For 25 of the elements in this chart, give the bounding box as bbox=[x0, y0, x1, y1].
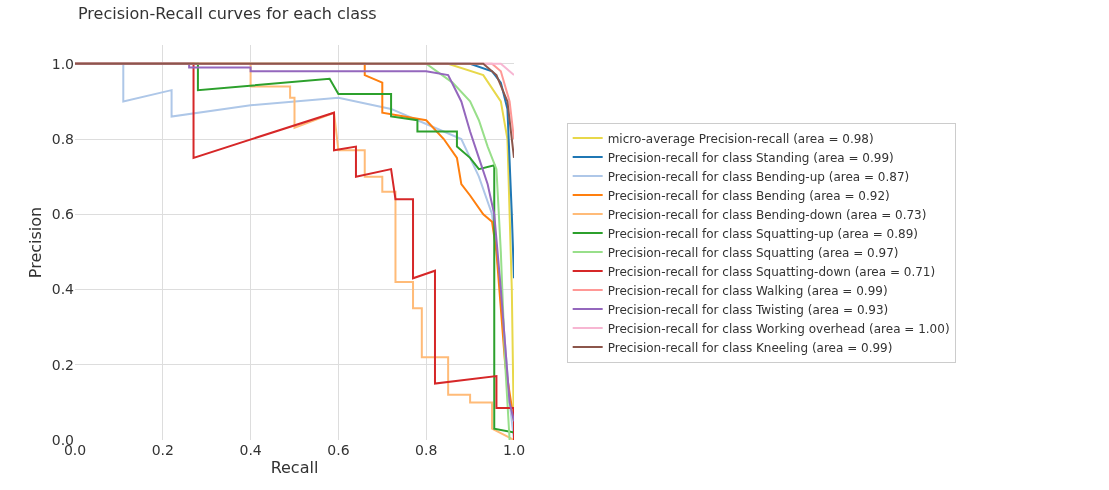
legend-label: micro-average Precision-recall (area = 0.98) bbox=[607, 131, 874, 146]
legend-label: Precision-recall for class Walking (area = 0.99) bbox=[607, 283, 888, 298]
chart-title: Precision-Recall curves for each class bbox=[77, 3, 377, 23]
legend-label: Precision-recall for class Kneeling (area = 0.99) bbox=[607, 340, 893, 355]
y-tick-label: 0.6 bbox=[51, 206, 75, 223]
legend-label: Precision-recall for class Bending-up (area = 0.87) bbox=[607, 169, 910, 184]
x-axis-title: Recall bbox=[270, 457, 319, 477]
legend-label: Precision-recall for class Working overhead (area = 1.00) bbox=[607, 321, 950, 336]
x-tick-label: 1.0 bbox=[502, 442, 526, 458]
legend-label: Precision-recall for class Twisting (area = 0.93) bbox=[607, 302, 889, 317]
x-tick-label: 0.6 bbox=[327, 442, 350, 458]
y-tick-label: 0.4 bbox=[51, 281, 75, 298]
legend-label: Precision-recall for class Bending-down (area = 0.73) bbox=[607, 207, 927, 222]
legend-label: Precision-recall for class Standing (area = 0.99) bbox=[607, 150, 894, 165]
legend-label: Precision-recall for class Squatting-up (area = 0.89) bbox=[607, 226, 919, 241]
x-tick-label: 0.8 bbox=[415, 442, 438, 458]
legend-label: Precision-recall for class Squatting-down (area = 0.71) bbox=[607, 264, 936, 279]
y-axis-title: Precision bbox=[25, 206, 45, 279]
x-tick-label: 0.2 bbox=[151, 442, 174, 458]
y-tick-label: 0.2 bbox=[51, 356, 74, 373]
x-tick-label: 0.4 bbox=[239, 442, 262, 458]
legend-label: Precision-recall for class Bending (area = 0.92) bbox=[607, 188, 890, 203]
y-tick-label: 0.8 bbox=[51, 130, 74, 147]
legend-label: Precision-recall for class Squatting (area = 0.97) bbox=[607, 245, 899, 260]
y-tick-label: 1.0 bbox=[51, 55, 74, 72]
